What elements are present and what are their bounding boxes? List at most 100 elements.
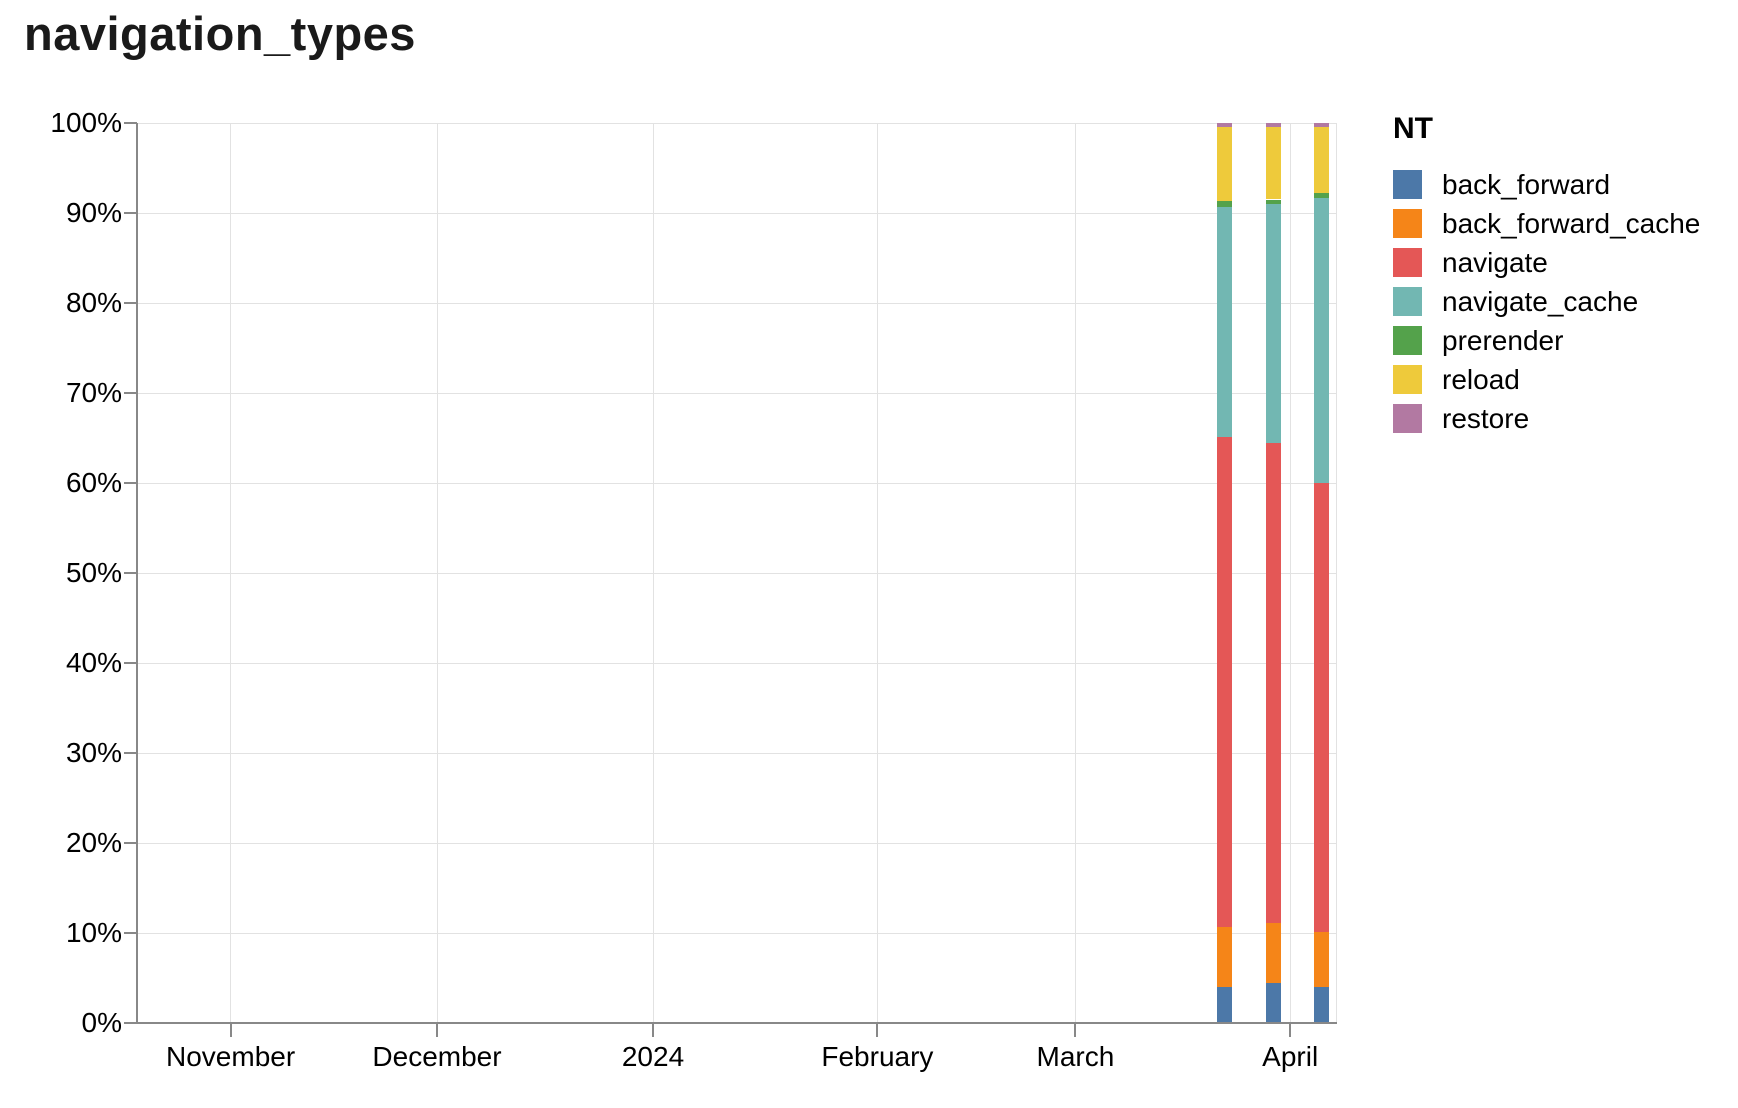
- x-gridline: [230, 123, 232, 1023]
- bar-segment-back_forward: [1313, 987, 1329, 1023]
- bar-segment-reload: [1313, 126, 1329, 194]
- y-tick-mark: [124, 392, 137, 394]
- legend-items: back_forward back_forward_cache navigate na…: [1393, 168, 1701, 434]
- legend-swatch-back_forward: [1393, 170, 1422, 199]
- legend-label: navigate_cache: [1442, 285, 1639, 317]
- y-tick-mark: [124, 572, 137, 574]
- legend-item-restore: restore: [1393, 402, 1700, 434]
- x-gridline: [1074, 123, 1076, 1023]
- x-tick-mark: [652, 1024, 654, 1037]
- y-axis-label: 40%: [65, 647, 122, 678]
- bar-segment-reload: [1265, 126, 1281, 200]
- y-axis-label: 10%: [65, 917, 122, 948]
- y-axis-label: 60%: [65, 467, 122, 498]
- legend-swatch-restore: [1393, 404, 1422, 433]
- x-tick-mark: [876, 1024, 879, 1037]
- y-tick-mark: [124, 842, 137, 844]
- bar-segment-prerender: [1265, 199, 1281, 204]
- chart-title: navigation_types: [24, 7, 416, 60]
- y-tick-mark: [124, 1022, 137, 1024]
- y-gridline: [137, 392, 1337, 394]
- y-axis-label: 0%: [81, 1007, 122, 1038]
- bar-segment-navigate_cache: [1265, 204, 1281, 443]
- legend-label: reload: [1442, 363, 1520, 395]
- y-axis-label: 90%: [65, 197, 122, 228]
- legend-swatch-prerender: [1393, 326, 1422, 355]
- x-axis-line: [136, 1022, 1337, 1024]
- legend-swatch-reload: [1393, 365, 1422, 394]
- y-axis-label: 20%: [65, 827, 122, 858]
- y-gridline: [137, 752, 1337, 754]
- legend-item-prerender: prerender: [1393, 324, 1700, 356]
- y-gridline: [137, 572, 1337, 574]
- x-axis-label: February: [821, 1041, 934, 1072]
- bar-segment-reload: [1216, 126, 1232, 202]
- y-axis-label: 30%: [65, 737, 122, 768]
- x-tick-mark: [229, 1024, 232, 1037]
- bar-segment-restore: [1313, 123, 1329, 127]
- x-axis-label: November: [166, 1041, 296, 1072]
- bar-segment-back_forward: [1265, 983, 1281, 1023]
- x-axis-label: April: [1262, 1041, 1319, 1072]
- y-tick-mark: [124, 752, 137, 754]
- legend-swatch-navigate_cache: [1393, 287, 1422, 316]
- y-axis-label: 100%: [50, 107, 122, 138]
- y-tick-mark: [124, 212, 137, 214]
- x-axis-label: 2024: [621, 1041, 685, 1072]
- y-axis-label: 80%: [65, 287, 122, 318]
- bar-segment-restore: [1216, 123, 1232, 127]
- legend-item-back_forward_cache: back_forward_cache: [1393, 207, 1701, 239]
- y-gridline: [137, 932, 1337, 934]
- y-gridline: [137, 482, 1337, 484]
- y-tick-mark: [124, 482, 137, 484]
- x-tick-mark: [436, 1024, 438, 1037]
- x-gridline: [652, 123, 654, 1023]
- legend-item-navigate_cache: navigate_cache: [1393, 285, 1700, 317]
- bar-segment-back_forward: [1216, 987, 1232, 1023]
- bar-segment-prerender: [1313, 193, 1329, 198]
- x-axis-label: December: [372, 1041, 502, 1072]
- bar-segment-back_forward_cache: [1216, 926, 1232, 987]
- bar-segment-navigate_cache: [1216, 206, 1232, 438]
- legend-item-reload: reload: [1393, 363, 1700, 395]
- x-gridline: [436, 123, 438, 1023]
- y-axis-label: 70%: [65, 377, 122, 408]
- x-tick-mark: [1074, 1024, 1077, 1037]
- legend-label: prerender: [1442, 324, 1564, 356]
- legend-item-navigate: navigate: [1393, 246, 1700, 278]
- y-tick-mark: [124, 932, 137, 934]
- bar-segment-restore: [1265, 123, 1281, 127]
- legend-label: back_forward_cache: [1442, 207, 1701, 239]
- x-tick-mark: [1289, 1024, 1292, 1037]
- x-axis-label: March: [1036, 1041, 1115, 1072]
- y-gridline: [137, 122, 1337, 124]
- legend-swatch-navigate: [1393, 248, 1422, 277]
- y-gridline: [137, 662, 1337, 664]
- x-gridline: [1289, 123, 1291, 1023]
- bar-segment-navigate: [1216, 437, 1232, 927]
- bar-segment-navigate_cache: [1313, 197, 1329, 483]
- legend-label: restore: [1442, 402, 1530, 434]
- bar-segment-back_forward_cache: [1313, 932, 1329, 987]
- bar-segment-back_forward_cache: [1265, 923, 1281, 984]
- legend-title: NT: [1393, 112, 1433, 145]
- legend-swatch-back_forward_cache: [1393, 209, 1422, 238]
- y-tick-mark: [124, 662, 137, 664]
- legend-label: navigate: [1442, 246, 1548, 278]
- bar-segment-navigate: [1313, 483, 1329, 933]
- legend-label: back_forward: [1442, 168, 1611, 200]
- x-gridline: [876, 123, 878, 1023]
- plot-right-edge-line: [1336, 123, 1337, 1023]
- y-tick-mark: [124, 302, 137, 304]
- plot-area: [137, 122, 1337, 1024]
- y-axis-line: [136, 123, 138, 1024]
- y-gridline: [137, 212, 1337, 214]
- bar-segment-navigate: [1265, 442, 1281, 924]
- y-tick-mark: [124, 122, 137, 124]
- y-gridline: [137, 302, 1337, 304]
- bar-segment-prerender: [1216, 201, 1232, 207]
- legend-item-back_forward: back_forward: [1393, 168, 1700, 200]
- y-axis-label: 50%: [65, 557, 122, 588]
